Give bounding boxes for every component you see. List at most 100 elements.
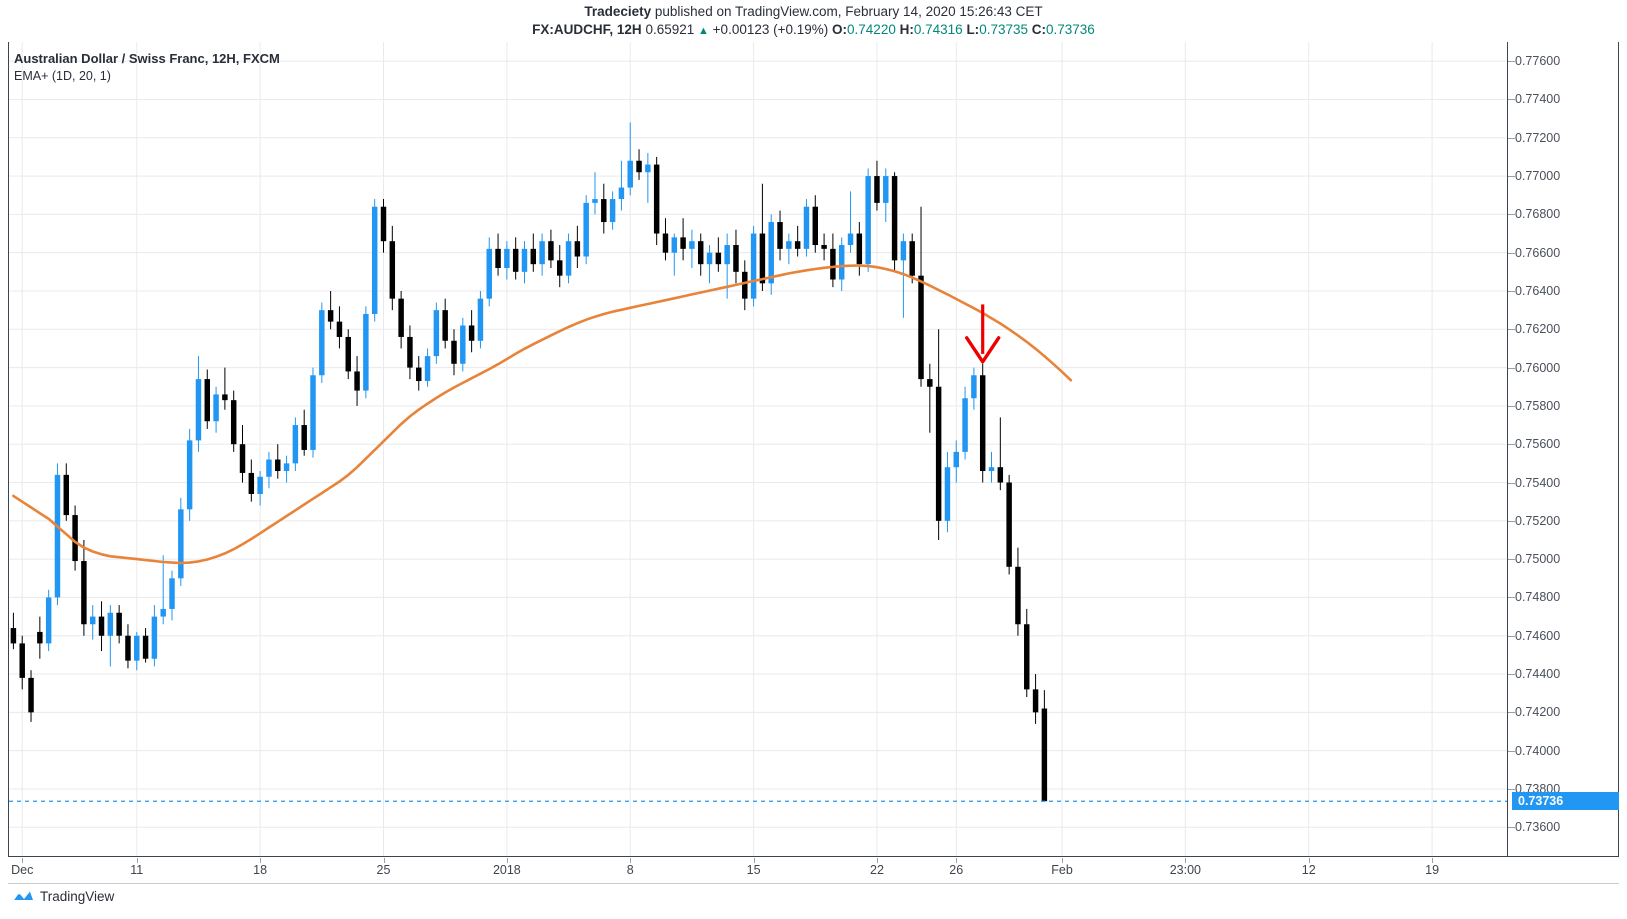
- candle-body: [768, 222, 774, 284]
- candle-body: [671, 237, 678, 253]
- candlestick: [662, 218, 669, 261]
- candle-body: [213, 394, 219, 422]
- current-price-badge[interactable]: 0.73736: [1512, 792, 1619, 811]
- candlestick: [900, 233, 907, 318]
- candle-body: [883, 176, 889, 203]
- time-axis-tick: 11: [130, 863, 144, 877]
- candle-body: [398, 298, 404, 337]
- candlestick: [645, 153, 651, 203]
- chart-plot-area[interactable]: [9, 42, 1507, 856]
- candle-body: [689, 241, 695, 249]
- candle-body: [495, 248, 501, 269]
- candle-body: [662, 233, 669, 253]
- candlestick: [248, 459, 255, 502]
- candle-body: [371, 206, 378, 314]
- candlestick: [178, 497, 184, 586]
- candle-body: [345, 336, 351, 372]
- candle-body: [81, 561, 87, 625]
- candle-body: [292, 425, 299, 464]
- legend-title: Australian Dollar / Swiss Franc, 12H, FX…: [14, 51, 280, 66]
- candlestick: [512, 237, 519, 280]
- candle-body: [1032, 689, 1039, 713]
- candlestick: [89, 605, 96, 640]
- candle-body: [54, 474, 61, 598]
- candle-body: [45, 597, 52, 644]
- candlestick: [407, 325, 413, 380]
- candlestick: [1015, 547, 1021, 636]
- candle-body: [918, 275, 924, 380]
- last-price: 0.65921: [645, 22, 695, 37]
- candlestick: [486, 237, 492, 307]
- candlestick: [45, 589, 52, 652]
- time-axis[interactable]: Dec 11 18 25 2018 8 15 22 26 Feb 23:00 12 19: [8, 858, 1619, 884]
- price-axis[interactable]: –0.77600 –0.77400 –0.77200 –0.77000 –0.76800…: [1508, 42, 1619, 857]
- annotation-bearish-reversal-arrow: [965, 304, 1001, 364]
- candle-body: [856, 233, 863, 265]
- candlestick: [601, 183, 607, 234]
- price-axis-tick: –0.76600: [1508, 245, 1561, 260]
- candle-body: [230, 400, 237, 445]
- candle-body: [953, 451, 959, 468]
- candlestick: [230, 390, 237, 452]
- candle-body: [601, 199, 607, 223]
- candlestick: [583, 195, 589, 265]
- candlestick: [759, 183, 766, 291]
- time-axis-tickmark: [956, 858, 958, 863]
- candlestick: [944, 451, 951, 533]
- candlestick: [979, 363, 986, 483]
- candlestick: [336, 306, 343, 349]
- candlestick: [398, 290, 404, 349]
- price-axis-tick: –0.76800: [1508, 207, 1561, 222]
- candle-body: [442, 310, 448, 341]
- time-axis-tickmark: [383, 858, 385, 863]
- ema-indicator-line: [12, 264, 1073, 565]
- candlestick: [477, 290, 484, 349]
- candlestick: [830, 233, 836, 288]
- candlestick: [213, 386, 219, 433]
- candlestick: [962, 386, 968, 460]
- candle-body: [971, 375, 977, 399]
- candle-body: [186, 440, 193, 510]
- candlestick: [98, 601, 105, 652]
- candlestick: [1032, 674, 1039, 724]
- candlestick: [460, 317, 466, 372]
- time-axis-tickmark: [260, 858, 262, 863]
- candlestick: [521, 241, 528, 284]
- open-label: O:: [832, 22, 848, 37]
- candle-body: [900, 241, 907, 261]
- candlestick: [186, 428, 193, 521]
- time-axis-tick: 2018: [492, 863, 521, 877]
- candle-body: [803, 206, 810, 249]
- candle-body: [89, 616, 96, 625]
- candle-body: [988, 467, 995, 472]
- candlestick: [37, 616, 43, 659]
- price-axis-tick: –0.76000: [1508, 360, 1561, 375]
- candle-body: [909, 241, 915, 276]
- candle-body: [178, 509, 184, 579]
- candle-body: [539, 241, 545, 265]
- time-axis-tickmark: [1062, 858, 1063, 863]
- price-axis-tick: –0.73600: [1508, 820, 1561, 835]
- candlestick: [548, 229, 554, 269]
- candlestick: [856, 222, 863, 276]
- candlestick: [874, 160, 880, 211]
- price-axis-tick: –0.76400: [1508, 283, 1561, 298]
- candlestick: [847, 191, 854, 253]
- time-axis-tickmark: [1432, 858, 1434, 863]
- candlestick: [636, 149, 642, 180]
- candle-body: [557, 260, 563, 276]
- high-value: 0.74316: [913, 22, 963, 37]
- candlestick: [768, 214, 774, 295]
- price-axis-tick: –0.75200: [1508, 513, 1561, 528]
- candle-body: [733, 245, 739, 272]
- watermark-label: TradingView: [40, 888, 115, 904]
- candle-body: [98, 616, 105, 636]
- candle-body: [363, 313, 369, 391]
- candle-body: [627, 160, 633, 188]
- price-axis-tick: –0.77600: [1508, 54, 1561, 69]
- candle-body: [997, 467, 1004, 483]
- candle-body: [107, 612, 114, 636]
- candlestick: [504, 241, 510, 280]
- candlestick: [883, 168, 889, 223]
- candle-body: [134, 635, 140, 661]
